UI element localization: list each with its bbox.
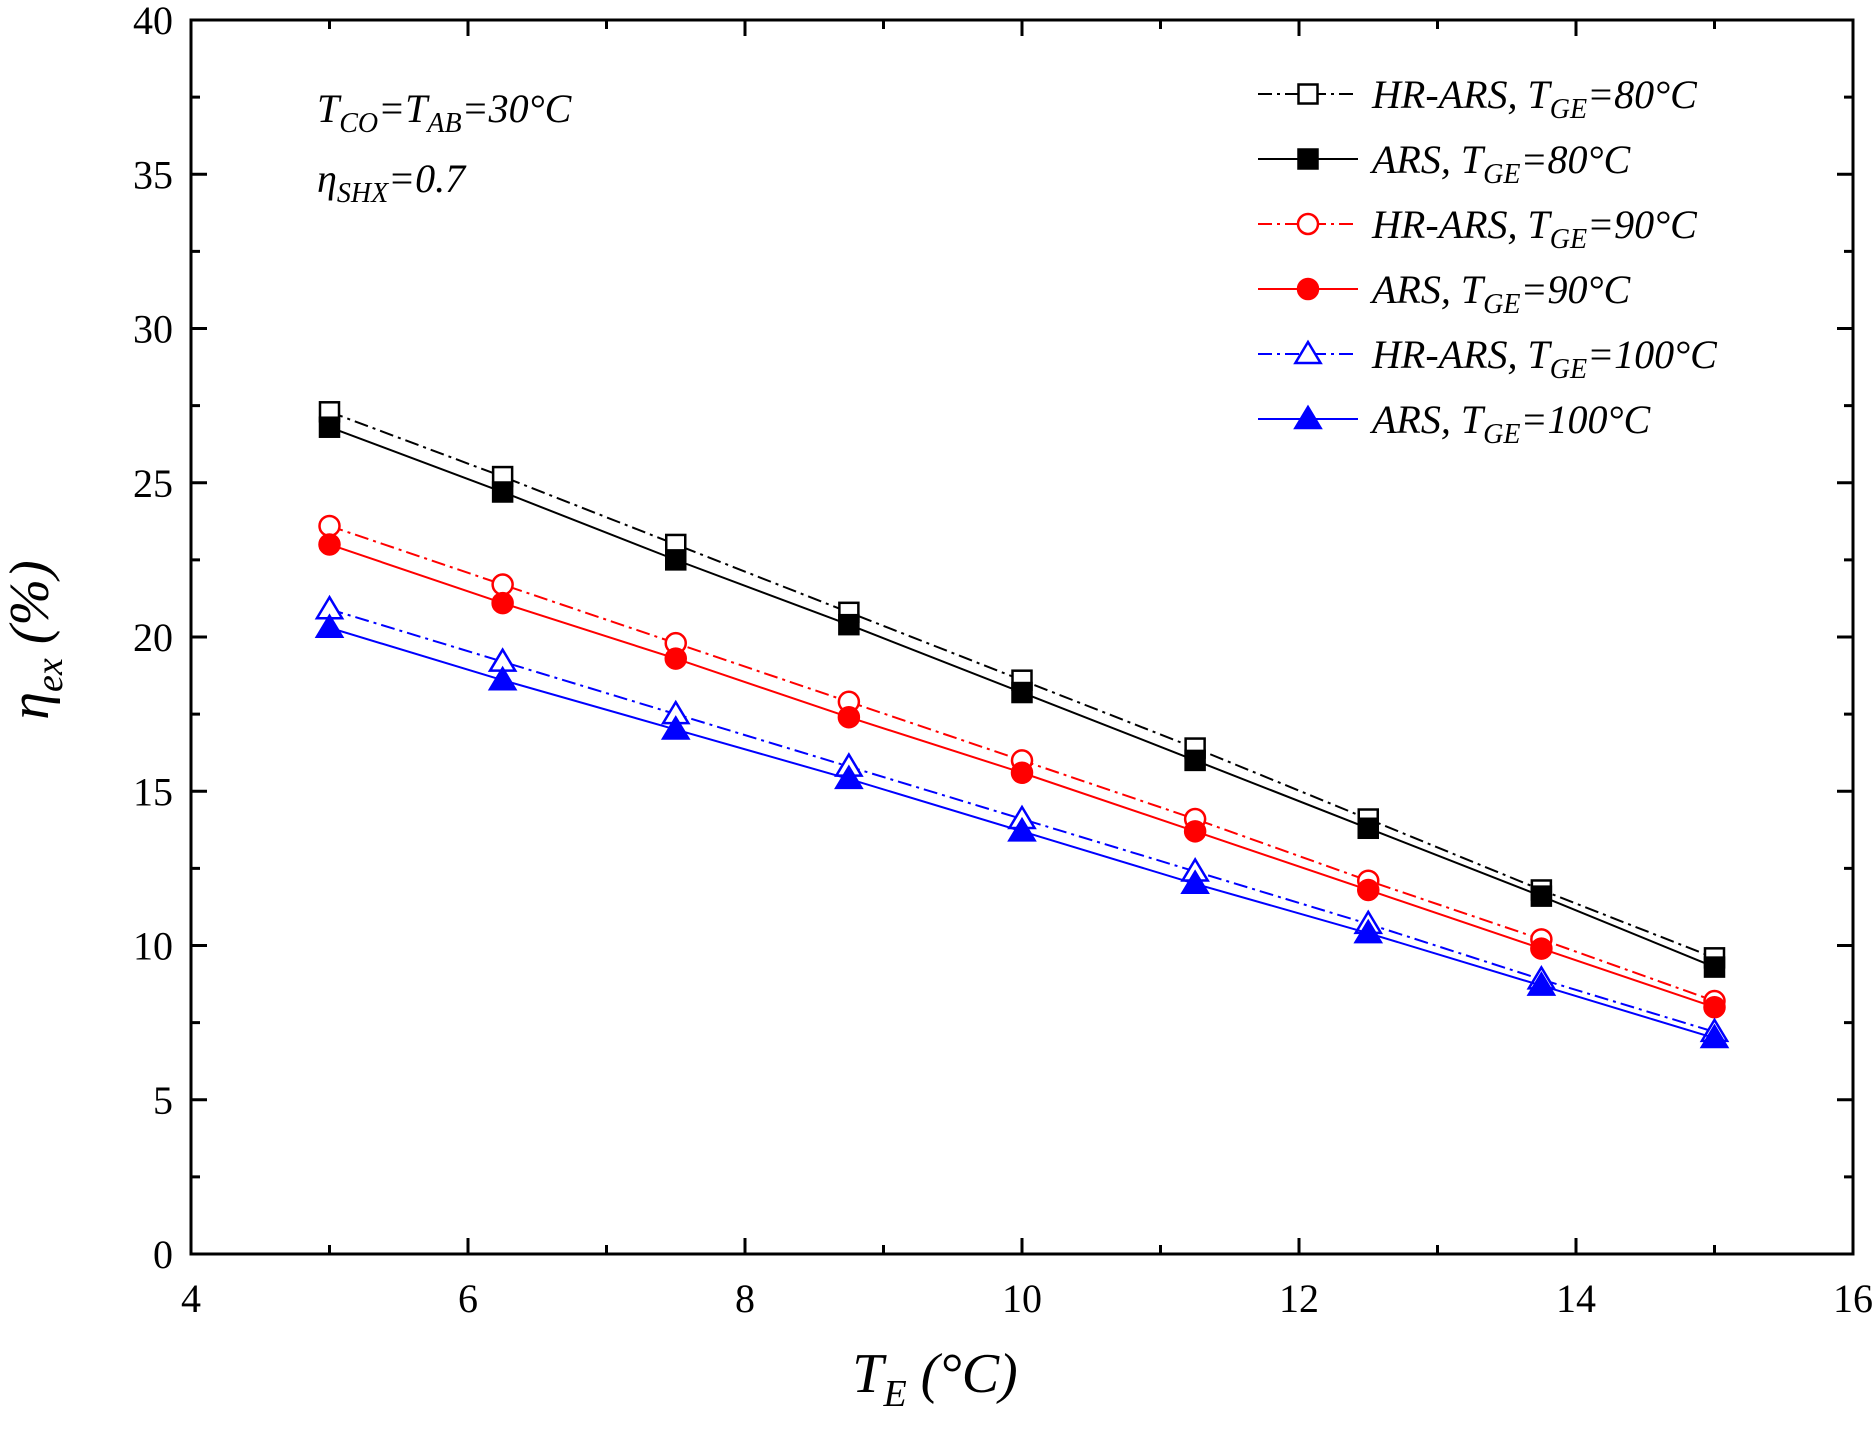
data-point xyxy=(1703,956,1726,978)
data-point xyxy=(834,764,864,790)
data-point xyxy=(838,613,860,636)
x-tick-label: 6 xyxy=(458,1276,478,1321)
legend-item: ARS, TGE=100°C xyxy=(1258,397,1651,450)
axis-ticks: 4 6 8 10 12 14 16 0 5 10 15 20 25 30 35 40 xyxy=(133,0,1873,1321)
data-point xyxy=(1357,878,1380,902)
legend-item: ARS, TGE=90°C xyxy=(1258,267,1631,320)
data-point xyxy=(1010,761,1034,784)
legend-label: ARS, TGE=80°C xyxy=(1369,137,1631,190)
data-point xyxy=(665,549,687,571)
data-point xyxy=(1526,971,1557,996)
data-point xyxy=(318,533,341,556)
y-tick-label: 15 xyxy=(133,769,173,814)
series-2 xyxy=(318,416,1726,978)
y-tick-label: 30 xyxy=(133,307,173,352)
legend-label: HR-ARS, TGE=80°C xyxy=(1371,72,1698,125)
data-point xyxy=(491,591,514,615)
legend-label: ARS, TGE=100°C xyxy=(1369,397,1651,450)
legend-label: HR-ARS, TGE=90°C xyxy=(1371,202,1698,255)
legend-item: HR-ARS, TGE=90°C xyxy=(1258,202,1698,255)
data-point xyxy=(318,514,341,538)
x-tick-label: 14 xyxy=(1556,1276,1596,1321)
legend-marker xyxy=(1293,404,1323,430)
legend-item: HR-ARS, TGE=80°C xyxy=(1258,72,1698,125)
data-point xyxy=(1530,937,1553,960)
data-point xyxy=(1530,885,1553,907)
legend-item: ARS, TGE=80°C xyxy=(1258,137,1631,190)
data-point xyxy=(318,416,341,438)
y-tick-label: 20 xyxy=(133,615,173,660)
x-tick-label: 16 xyxy=(1833,1276,1873,1321)
legend-marker xyxy=(1296,277,1320,301)
y-tick-label: 35 xyxy=(133,152,173,197)
x-tick-label: 10 xyxy=(1002,1276,1042,1321)
data-point xyxy=(1180,869,1210,895)
legend-marker xyxy=(1297,83,1319,105)
data-point xyxy=(1007,816,1037,842)
y-axis-title: ηex (%) xyxy=(0,560,71,719)
legend-marker xyxy=(1296,212,1320,236)
data-point xyxy=(1353,918,1384,944)
data-point xyxy=(1011,681,1033,704)
y-tick-label: 0 xyxy=(153,1232,173,1277)
data-point xyxy=(664,647,687,670)
data-point xyxy=(314,613,345,638)
legend-label: ARS, TGE=90°C xyxy=(1369,267,1631,320)
legend-item: HR-ARS, TGE=100°C xyxy=(1258,332,1718,385)
data-point xyxy=(491,573,514,596)
data-point xyxy=(491,481,514,503)
annotation-effectiveness: ηSHX=0.7 xyxy=(317,156,467,209)
x-tick-label: 4 xyxy=(181,1276,201,1321)
data-point xyxy=(1703,995,1726,1019)
x-tick-label: 12 xyxy=(1279,1276,1319,1321)
annotation-temperatures: TCO=TAB=30°C xyxy=(317,86,573,139)
series-6 xyxy=(314,613,1730,1049)
data-point xyxy=(837,705,861,729)
data-point xyxy=(1184,749,1206,772)
data-point xyxy=(1699,1023,1730,1049)
x-axis-title: TE (°C) xyxy=(852,1343,1017,1415)
data-point xyxy=(487,665,518,691)
data-series xyxy=(314,401,1730,1049)
legend-marker xyxy=(1297,148,1319,170)
data-point xyxy=(1357,817,1379,840)
y-tick-label: 10 xyxy=(133,924,173,969)
x-tick-label: 8 xyxy=(735,1276,755,1321)
series-4 xyxy=(318,533,1726,1019)
legend-label: HR-ARS, TGE=100°C xyxy=(1371,332,1718,385)
data-point xyxy=(1183,820,1207,843)
y-tick-label: 5 xyxy=(153,1078,173,1123)
data-point xyxy=(660,715,691,740)
y-tick-label: 40 xyxy=(133,0,173,43)
legend: HR-ARS, TGE=80°C ARS, TGE=80°C HR-ARS, TGE… xyxy=(1258,72,1718,450)
legend-marker xyxy=(1293,339,1323,365)
y-tick-label: 25 xyxy=(133,461,173,506)
